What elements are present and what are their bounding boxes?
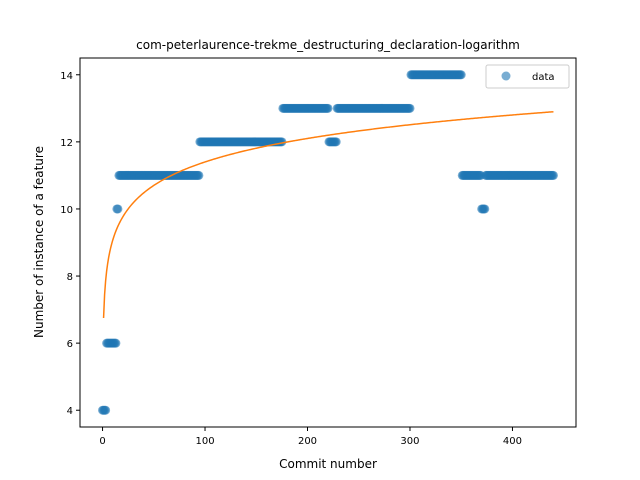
data-point xyxy=(548,170,558,180)
data-point xyxy=(456,70,466,80)
x-tick-label: 400 xyxy=(503,436,522,447)
fit-line xyxy=(102,111,554,319)
ticks-layer: 0 100 200 300 400 4 6 8 10 12 14 xyxy=(60,71,522,447)
data-point xyxy=(194,170,204,180)
data-point xyxy=(480,204,490,214)
y-tick-label: 14 xyxy=(60,71,73,82)
data-point xyxy=(113,204,123,214)
x-tick-label: 200 xyxy=(298,436,317,447)
data-point xyxy=(323,103,333,113)
legend-label-data: data xyxy=(532,72,555,83)
data-point xyxy=(111,338,121,348)
y-tick-label: 12 xyxy=(60,138,73,149)
y-tick-label: 6 xyxy=(67,339,73,350)
y-tick-label: 8 xyxy=(67,272,73,283)
y-tick-label: 10 xyxy=(60,205,73,216)
x-tick-label: 100 xyxy=(195,436,214,447)
legend-marker-data xyxy=(501,71,511,81)
legend: data xyxy=(485,64,570,89)
data-point xyxy=(101,405,111,415)
plot-frame xyxy=(79,57,577,428)
x-axis-label: Commit number xyxy=(279,457,377,471)
marks-layer xyxy=(98,70,558,415)
data-point xyxy=(331,137,341,147)
x-tick-label: 0 xyxy=(99,436,105,447)
x-tick-label: 300 xyxy=(400,436,419,447)
data-point xyxy=(405,103,415,113)
y-axis-label: Number of instance of a feature xyxy=(32,146,46,338)
legend-box xyxy=(485,64,570,89)
chart-title: com-peterlaurence-trekme_destructuring_d… xyxy=(136,38,520,52)
y-tick-label: 4 xyxy=(67,406,73,417)
